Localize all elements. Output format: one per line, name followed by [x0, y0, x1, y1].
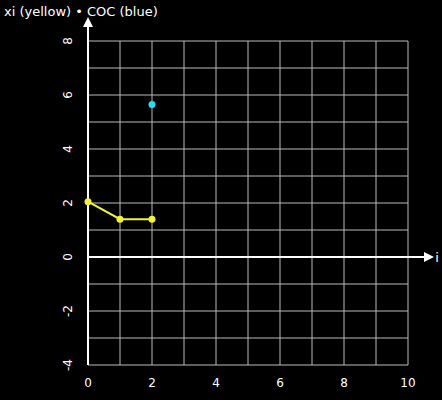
- point: [85, 198, 92, 205]
- background: [0, 0, 442, 400]
- y-tick-label: -4: [61, 359, 75, 371]
- x-tick-label: 6: [276, 376, 284, 390]
- grid-line: [88, 41, 408, 42]
- y-tick-label: 6: [61, 91, 75, 99]
- x-tick-label: 10: [400, 376, 415, 390]
- minor-grid-line: [88, 338, 408, 339]
- minor-grid-line: [88, 176, 408, 177]
- point: [149, 101, 156, 108]
- minor-grid-line: [88, 284, 408, 285]
- y-tick-label: 4: [61, 145, 75, 153]
- y-tick-label: 8: [61, 37, 75, 45]
- point: [117, 216, 124, 223]
- y-tick-label: 0: [61, 253, 75, 261]
- y-axis: [87, 24, 89, 365]
- chart: 0 2 4 6 8 10 -4 -2 0 2 4 6 8 xi (yellow) • COC (blue)…: [0, 0, 442, 400]
- x-tick-label: 2: [148, 376, 156, 390]
- grid-line: [88, 311, 408, 312]
- grid-line: [88, 149, 408, 150]
- point: [149, 216, 156, 223]
- grid-line: [88, 365, 408, 366]
- x-axis: [88, 256, 428, 258]
- x-tick-label: 4: [212, 376, 220, 390]
- y-tick-label: 2: [61, 199, 75, 207]
- y-tick-label: -2: [61, 305, 75, 317]
- x-axis-arrow: [424, 252, 434, 262]
- minor-grid-line: [88, 122, 408, 123]
- x-tick-label: 8: [340, 376, 348, 390]
- title: xi (yellow) • COC (blue): [4, 4, 158, 19]
- x-tick-label: 0: [84, 376, 92, 390]
- data-group: [85, 101, 156, 223]
- chart-svg: 0 2 4 6 8 10 -4 -2 0 2 4 6 8 xi (yellow) • COC (blue)…: [0, 0, 442, 400]
- grid-line: [88, 95, 408, 96]
- grid-line: [88, 203, 408, 204]
- grid: [88, 41, 408, 365]
- minor-grid-line: [88, 230, 408, 231]
- x-axis-label: i: [435, 250, 439, 265]
- minor-grid-line: [88, 68, 408, 69]
